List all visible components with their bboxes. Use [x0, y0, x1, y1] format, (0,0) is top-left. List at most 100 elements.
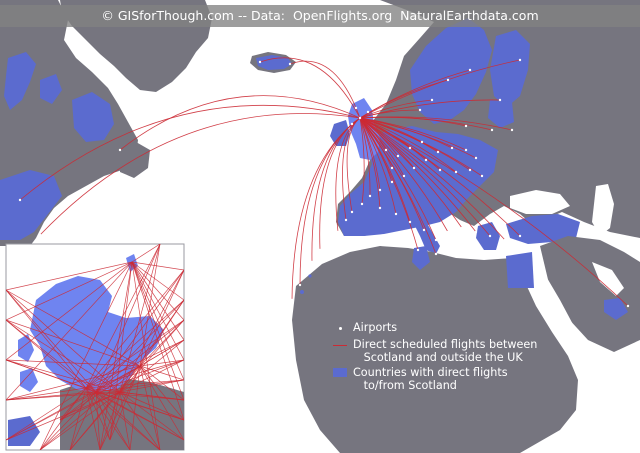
airport-point: [336, 230, 340, 234]
airport-point: [366, 110, 370, 114]
airport-point: [394, 212, 398, 216]
uae: [604, 298, 628, 320]
airport-point: [310, 260, 314, 264]
route-line: [359, 117, 365, 205]
legend-label-airports: Airports: [353, 321, 398, 334]
inset-route-line: [6, 289, 87, 389]
inset-route-line: [6, 387, 87, 441]
route-line: [359, 117, 449, 233]
route-line: [359, 117, 491, 237]
inset-route-line: [99, 391, 121, 450]
airport-point: [422, 228, 426, 232]
inset-route-line: [119, 269, 184, 393]
inset-route-line: [139, 365, 184, 381]
airport-point: [408, 220, 412, 224]
airport-point: [418, 108, 422, 112]
route-line: [359, 117, 521, 237]
newfoundland: [120, 142, 150, 178]
airport-point: [416, 248, 420, 252]
route-line: [359, 117, 437, 241]
airport-point: [450, 146, 454, 150]
route-line: [359, 117, 477, 233]
inset-route-line: [6, 387, 87, 401]
credit-text: © GISforThough.com -- Data: OpenFlights.…: [0, 5, 640, 27]
route-line: [359, 117, 477, 159]
airport-point: [368, 194, 372, 198]
airport-point: [510, 128, 514, 132]
route-line: [39, 113, 361, 236]
airport-point: [503, 238, 507, 242]
inset-route-line: [6, 319, 87, 389]
route-line: [359, 117, 629, 307]
inset-route-line: [6, 261, 133, 291]
inset-route-line: [95, 391, 131, 450]
route-line: [359, 99, 433, 119]
airport-point: [464, 148, 468, 152]
airport-point: [464, 124, 468, 128]
inset-route-line: [6, 261, 133, 401]
western-europe: [338, 126, 498, 236]
inset-route-line: [139, 365, 184, 401]
airport-point: [350, 122, 354, 126]
arabia: [540, 236, 640, 352]
route-line: [359, 117, 371, 197]
inset-route-line: [85, 359, 184, 389]
route-lines: [19, 57, 629, 307]
airport-point: [438, 168, 442, 172]
route-line: [259, 57, 361, 119]
italy: [414, 212, 440, 254]
inset-route-line: [109, 391, 121, 441]
airport-point: [420, 140, 424, 144]
airport-point: [396, 154, 400, 158]
legend-item-airports: Airports: [333, 321, 398, 335]
inset-route-line: [6, 359, 141, 367]
inset-route-line: [131, 261, 184, 341]
inset-route-line: [131, 244, 161, 263]
iceland-highlight: [256, 55, 292, 70]
airport-point: [518, 234, 522, 238]
airport-point: [378, 206, 382, 210]
ireland: [330, 120, 350, 146]
airport-point: [460, 226, 464, 230]
inset-route-line: [95, 379, 184, 393]
airport-point: [390, 180, 394, 184]
baltics: [488, 100, 514, 128]
legend-label-countries: Countries with direct flights to/from Sc…: [353, 366, 508, 392]
airport-point: [490, 128, 494, 132]
airport-point: [498, 98, 502, 102]
black-sea: [510, 190, 570, 214]
airport-point: [474, 156, 478, 160]
airport-point: [358, 116, 362, 120]
canada-lake: [4, 52, 36, 110]
airport-point: [488, 234, 492, 238]
caspian-sea: [592, 184, 614, 236]
inset-route-line: [59, 365, 141, 421]
inset-route-line: [109, 261, 133, 441]
inset-route-line: [6, 289, 141, 367]
inset-route-line: [59, 387, 87, 421]
route-line: [359, 69, 471, 119]
route-line: [359, 117, 437, 255]
canada-lake: [40, 74, 62, 104]
inset-route-line: [6, 261, 133, 361]
inset-route-line: [139, 299, 184, 367]
inset-route-line: [119, 391, 184, 421]
inset-route-line: [129, 365, 141, 450]
inset-route-line: [119, 339, 184, 393]
airport-point: [384, 148, 388, 152]
inset-route-line: [119, 391, 161, 450]
inset-islands: [20, 368, 38, 392]
route-line: [359, 59, 521, 119]
tunisia: [412, 246, 430, 270]
route-line: [359, 99, 501, 119]
airport-point: [434, 252, 438, 256]
red-sea: [530, 266, 576, 334]
inset-route-line: [139, 244, 161, 367]
inset-route-line: [6, 289, 97, 393]
finland: [490, 30, 530, 108]
inset-route-line: [131, 261, 184, 271]
route-line: [346, 117, 361, 213]
inset-route-line: [85, 387, 161, 450]
inset-route-line: [85, 387, 184, 441]
route-line: [359, 117, 397, 215]
